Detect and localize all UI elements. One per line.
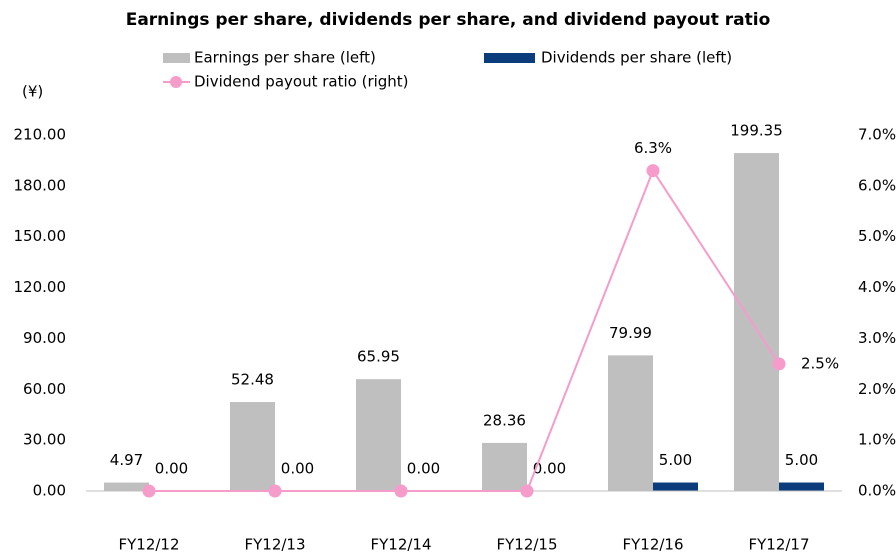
data-label: 199.35 [730, 122, 783, 140]
x-tick-label: FY12/16 [622, 536, 683, 554]
line [149, 168, 780, 492]
bar [482, 442, 527, 491]
legend-label: Dividends per share (left) [541, 49, 732, 67]
y2-tick-label: 4.0% [858, 278, 896, 296]
y2-tick-label: 2.0% [858, 380, 896, 398]
y-tick-label: 90.00 [23, 329, 66, 347]
y-tick-label: 120.00 [14, 278, 67, 296]
y2-tick-label: 3.0% [858, 329, 896, 347]
line-marker [772, 357, 786, 371]
bar [734, 153, 779, 491]
bar [779, 482, 824, 491]
data-label: 79.99 [609, 324, 652, 342]
legend-label: Earnings per share (left) [194, 49, 376, 67]
data-label: 65.95 [357, 348, 400, 366]
y2-tick-label: 6.0% [858, 176, 896, 194]
data-label: 2.5% [801, 354, 839, 372]
y2-tick-label: 5.0% [858, 227, 896, 245]
y-tick-label: 180.00 [14, 176, 67, 194]
line-marker [268, 484, 282, 498]
line-marker [142, 484, 156, 498]
bar [104, 482, 149, 491]
y-tick-label: 150.00 [14, 227, 67, 245]
x-tick-label: FY12/15 [496, 536, 557, 554]
legend-swatch [163, 53, 190, 63]
bar [608, 355, 653, 491]
chart-title: Earnings per share, dividends per share,… [126, 10, 771, 30]
y2-tick-label: 1.0% [858, 431, 896, 449]
y-tick-label: 30.00 [23, 431, 66, 449]
data-label: 5.00 [659, 451, 692, 469]
y-axis-label: (¥) [22, 83, 43, 101]
data-label: 0.00 [155, 460, 188, 478]
legend-label: Dividend payout ratio (right) [194, 73, 409, 91]
data-label: 4.97 [110, 451, 143, 469]
data-label: 52.48 [231, 371, 274, 389]
y-tick-label: 0.00 [33, 482, 66, 500]
bar [356, 379, 401, 491]
x-tick-label: FY12/17 [748, 536, 809, 554]
bar [653, 482, 698, 491]
line-marker [520, 484, 534, 498]
data-label: 0.00 [281, 460, 314, 478]
bar [230, 402, 275, 491]
data-label: 6.3% [634, 139, 672, 157]
y2-tick-label: 7.0% [858, 126, 896, 144]
x-tick-label: FY12/14 [370, 536, 431, 554]
legend-swatch [484, 53, 535, 63]
y2-tick-label: 0.0% [858, 482, 896, 500]
line-marker [394, 484, 408, 498]
data-label: 28.36 [483, 411, 526, 429]
data-label: 5.00 [785, 451, 818, 469]
data-label: 0.00 [533, 460, 566, 478]
y-tick-label: 60.00 [23, 380, 66, 398]
y-tick-label: 210.00 [14, 126, 67, 144]
data-label: 0.00 [407, 460, 440, 478]
legend-swatch [170, 76, 182, 88]
x-tick-label: FY12/12 [118, 536, 179, 554]
x-tick-label: FY12/13 [244, 536, 305, 554]
line-marker [646, 164, 660, 178]
